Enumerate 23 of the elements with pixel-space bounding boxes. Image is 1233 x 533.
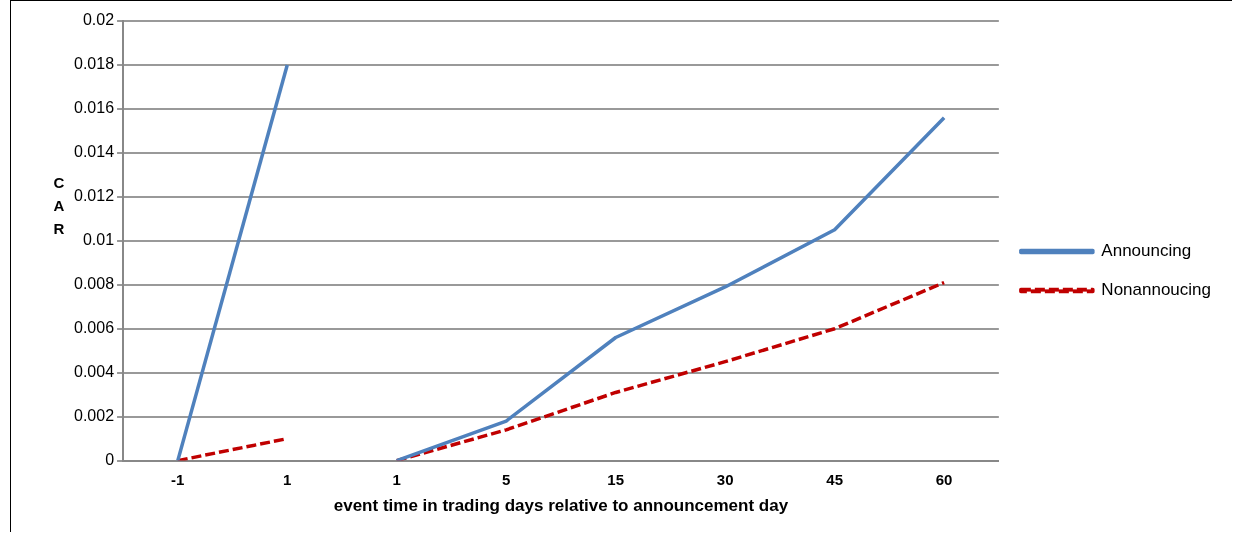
x-tick-label: 30: [716, 470, 734, 488]
x-axis-title: event time in trading days relative to announcement day: [333, 496, 789, 516]
y-tick-label: 0: [105, 451, 115, 469]
legend-label: Nonannoucing: [1101, 280, 1212, 300]
legend-label: Announcing: [1101, 241, 1192, 261]
y-tick-label: 0.018: [73, 55, 115, 73]
y-tick-label: 0.01: [82, 231, 115, 249]
y-tick-label: 0.016: [73, 99, 115, 117]
x-tick-label: 15: [607, 470, 625, 488]
x-tick-label: 60: [935, 470, 953, 488]
y-tick-label: 0.008: [73, 275, 115, 293]
x-tick-label: 5: [502, 470, 511, 488]
y-tick-label: 0.012: [73, 187, 115, 205]
y-tick-label: 0.002: [73, 407, 115, 425]
y-axis-title: CAR: [53, 173, 65, 239]
x-tick-label: -1: [171, 470, 185, 488]
y-tick-label: 0.004: [73, 363, 115, 381]
x-tick-label: 1: [283, 470, 292, 488]
y-tick-label: 0.014: [73, 143, 115, 161]
y-tick-label: 0.006: [73, 319, 115, 337]
y-tick-label: 0.02: [82, 11, 115, 29]
x-tick-label: 1: [392, 470, 401, 488]
x-tick-label: 45: [826, 470, 843, 488]
